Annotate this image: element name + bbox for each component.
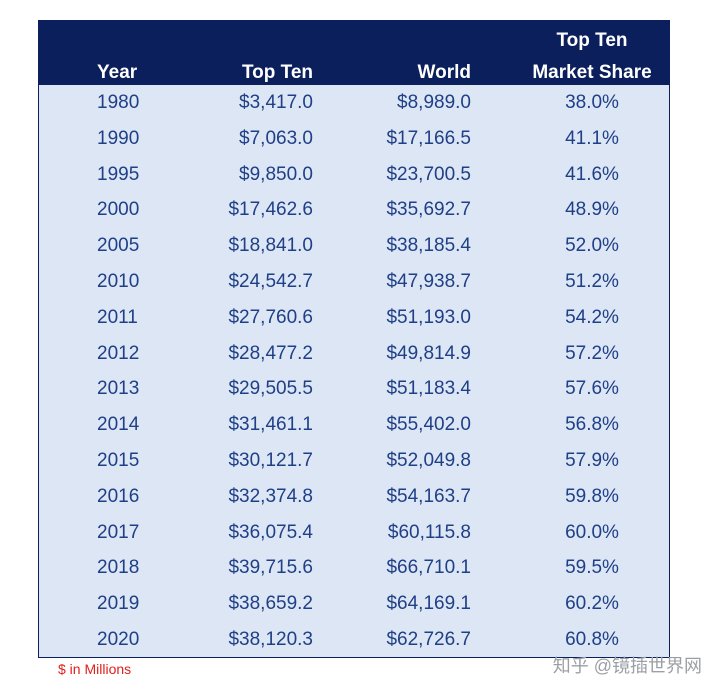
market-share-table: Year Top Ten World Top Ten Market Share … bbox=[38, 20, 670, 658]
cell-share: 59.8% bbox=[565, 485, 619, 507]
table-row: 2017 $36,075.4 $60,115.8 60.0% bbox=[39, 515, 669, 551]
cell-share: 59.5% bbox=[565, 557, 619, 579]
cell-world: $66,710.1 bbox=[386, 557, 471, 579]
cell-top-ten: $36,075.4 bbox=[228, 521, 313, 543]
table-row: 2011 $27,760.6 $51,193.0 54.2% bbox=[39, 300, 669, 336]
cell-share: 52.0% bbox=[565, 235, 619, 257]
units-footnote: $ in Millions bbox=[58, 661, 132, 677]
cell-top-ten: $7,063.0 bbox=[239, 127, 313, 149]
table-row: 1995 $9,850.0 $23,700.5 41.6% bbox=[39, 157, 669, 193]
cell-share: 38.0% bbox=[565, 92, 619, 113]
cell-share: 60.0% bbox=[565, 521, 619, 543]
table-row: 2010 $24,542.7 $47,938.7 51.2% bbox=[39, 264, 669, 300]
table-row: 2020 $38,120.3 $62,726.7 60.8% bbox=[39, 622, 669, 658]
table-body: 1980 $3,417.0 $8,989.0 38.0% 1990 $7,063.0 $17… bbox=[39, 85, 669, 658]
cell-top-ten: $9,850.0 bbox=[239, 163, 313, 185]
cell-world: $35,692.7 bbox=[386, 199, 471, 221]
cell-year: 2014 bbox=[97, 414, 140, 436]
cell-world: $51,183.4 bbox=[386, 378, 471, 400]
cell-share: 54.2% bbox=[565, 306, 619, 328]
cell-world: $8,989.0 bbox=[397, 92, 471, 113]
cell-top-ten: $30,121.7 bbox=[228, 449, 313, 471]
cell-year: 2020 bbox=[97, 628, 140, 650]
cell-world: $54,163.7 bbox=[386, 485, 471, 507]
table-row: 2000 $17,462.6 $35,692.7 48.9% bbox=[39, 192, 669, 228]
cell-share: 57.9% bbox=[565, 449, 619, 471]
cell-world: $47,938.7 bbox=[386, 270, 471, 292]
table-row: 2018 $39,715.6 $66,710.1 59.5% bbox=[39, 550, 669, 586]
cell-top-ten: $31,461.1 bbox=[228, 414, 313, 436]
cell-top-ten: $32,374.8 bbox=[228, 485, 313, 507]
header-share-line2: Market Share bbox=[532, 62, 652, 83]
table-row: 2014 $31,461.1 $55,402.0 56.8% bbox=[39, 407, 669, 443]
table-row: 2005 $18,841.0 $38,185.4 52.0% bbox=[39, 228, 669, 264]
header-world: World bbox=[417, 62, 471, 83]
cell-share: 60.8% bbox=[565, 628, 619, 650]
cell-year: 2011 bbox=[97, 306, 138, 328]
cell-year: 2012 bbox=[97, 342, 140, 364]
cell-share: 57.2% bbox=[565, 342, 619, 364]
cell-top-ten: $18,841.0 bbox=[228, 235, 313, 257]
table-row: 2015 $30,121.7 $52,049.8 57.9% bbox=[39, 443, 669, 479]
cell-top-ten: $3,417.0 bbox=[239, 92, 313, 113]
cell-year: 2005 bbox=[97, 235, 140, 257]
cell-year: 2018 bbox=[97, 557, 140, 579]
cell-top-ten: $17,462.6 bbox=[228, 199, 313, 221]
header-share-line1: Top Ten bbox=[556, 30, 628, 51]
cell-share: 56.8% bbox=[565, 414, 619, 436]
cell-year: 2016 bbox=[97, 485, 140, 507]
table-row: 2012 $28,477.2 $49,814.9 57.2% bbox=[39, 336, 669, 372]
cell-share: 41.6% bbox=[565, 163, 619, 185]
cell-top-ten: $28,477.2 bbox=[228, 342, 313, 364]
cell-world: $62,726.7 bbox=[386, 628, 471, 650]
cell-world: $38,185.4 bbox=[386, 235, 471, 257]
watermark: 知乎 @镜插世界网 bbox=[552, 656, 702, 676]
cell-world: $49,814.9 bbox=[386, 342, 471, 364]
cell-top-ten: $39,715.6 bbox=[228, 557, 313, 579]
cell-world: $52,049.8 bbox=[386, 449, 471, 471]
cell-share: 57.6% bbox=[565, 378, 619, 400]
table-header: Year Top Ten World Top Ten Market Share bbox=[39, 21, 669, 85]
cell-world: $55,402.0 bbox=[386, 414, 471, 436]
cell-share: 60.2% bbox=[565, 593, 619, 615]
cell-year: 2010 bbox=[97, 270, 140, 292]
cell-year: 1980 bbox=[97, 92, 140, 113]
table-row: 2016 $32,374.8 $54,163.7 59.8% bbox=[39, 479, 669, 515]
cell-year: 1995 bbox=[97, 163, 140, 185]
cell-world: $64,169.1 bbox=[386, 593, 471, 615]
cell-world: $60,115.8 bbox=[387, 521, 471, 543]
cell-year: 1990 bbox=[97, 127, 140, 149]
cell-share: 48.9% bbox=[565, 199, 619, 221]
cell-share: 51.2% bbox=[565, 270, 619, 292]
header-top-ten: Top Ten bbox=[241, 62, 313, 83]
cell-year: 2000 bbox=[97, 199, 140, 221]
cell-share: 41.1% bbox=[565, 127, 619, 149]
cell-top-ten: $27,760.6 bbox=[228, 306, 313, 328]
cell-year: 2015 bbox=[97, 449, 140, 471]
table-row: 1980 $3,417.0 $8,989.0 38.0% bbox=[39, 85, 669, 121]
cell-world: $17,166.5 bbox=[386, 127, 471, 149]
cell-top-ten: $29,505.5 bbox=[228, 378, 313, 400]
table-row: 2019 $38,659.2 $64,169.1 60.2% bbox=[39, 586, 669, 622]
cell-year: 2017 bbox=[97, 521, 140, 543]
cell-year: 2013 bbox=[97, 378, 140, 400]
cell-year: 2019 bbox=[97, 593, 140, 615]
header-year: Year bbox=[97, 62, 138, 83]
table-row: 1990 $7,063.0 $17,166.5 41.1% bbox=[39, 121, 669, 157]
cell-world: $51,193.0 bbox=[386, 306, 471, 328]
cell-top-ten: $38,120.3 bbox=[228, 628, 313, 650]
cell-world: $23,700.5 bbox=[386, 163, 471, 185]
table-row: 2013 $29,505.5 $51,183.4 57.6% bbox=[39, 371, 669, 407]
cell-top-ten: $24,542.7 bbox=[228, 270, 313, 292]
cell-top-ten: $38,659.2 bbox=[228, 593, 313, 615]
